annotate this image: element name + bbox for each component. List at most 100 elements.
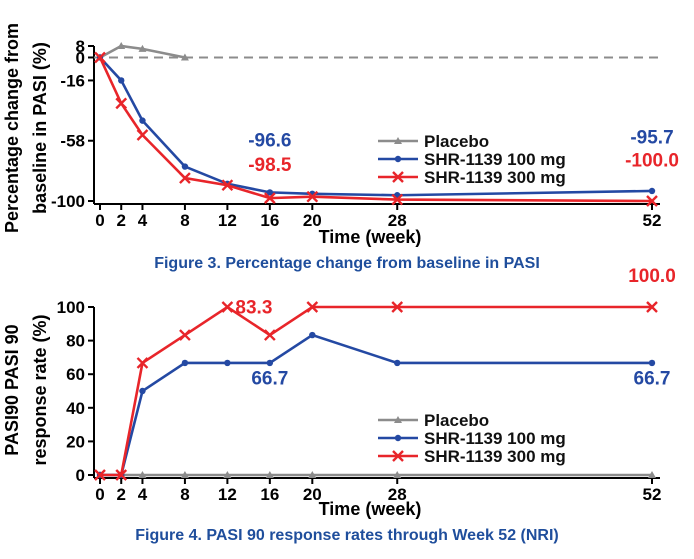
data-point-shr300 bbox=[646, 195, 658, 207]
x-tick-label: 12 bbox=[218, 211, 237, 230]
y-axis-label: PASI90 PASI 90 response rate (%) bbox=[2, 314, 50, 465]
legend-marker-placebo bbox=[394, 137, 402, 144]
legend-label-shr300: SHR-1139 300 mg bbox=[424, 447, 566, 466]
data-point-shr300 bbox=[179, 172, 191, 184]
data-point-placebo bbox=[117, 42, 126, 49]
y-tick-label: 100 bbox=[57, 298, 85, 317]
legend-label-placebo: Placebo bbox=[424, 411, 489, 430]
x-tick-label: 16 bbox=[260, 485, 279, 504]
data-point-shr300 bbox=[179, 329, 191, 341]
x-tick-label: 8 bbox=[180, 211, 189, 230]
data-point-shr300 bbox=[306, 301, 319, 313]
x-tick-label: 8 bbox=[180, 485, 189, 504]
x-tick-label: 28 bbox=[388, 211, 407, 230]
data-point-shr300 bbox=[136, 357, 149, 369]
data-point-shr100 bbox=[139, 117, 146, 124]
data-point-shr100 bbox=[648, 187, 656, 195]
x-axis-label: Time (week) bbox=[319, 499, 422, 519]
y-tick-label: -16 bbox=[60, 71, 85, 90]
data-point-placebo bbox=[265, 471, 274, 478]
x-tick-label: 2 bbox=[116, 485, 125, 504]
data-point-placebo bbox=[180, 471, 189, 478]
x-axis-label: Time (week) bbox=[319, 227, 422, 247]
y-tick-label: -100 bbox=[51, 192, 85, 211]
y-tick-label: 20 bbox=[66, 432, 85, 451]
x-tick-label: 0 bbox=[95, 211, 104, 230]
series-shr300 bbox=[94, 51, 658, 207]
y-tick-label: 40 bbox=[66, 399, 85, 418]
data-point-shr300 bbox=[263, 192, 276, 204]
data-point-shr300 bbox=[94, 51, 106, 64]
x-tick-label: 28 bbox=[388, 485, 407, 504]
legend-label-shr100: SHR-1139 100 mg bbox=[424, 429, 566, 448]
x-tick-label: 20 bbox=[303, 211, 322, 230]
data-label: -98.5 bbox=[248, 155, 292, 176]
series-shr100 bbox=[96, 331, 656, 479]
data-point-placebo bbox=[308, 471, 317, 478]
data-point-placebo bbox=[138, 471, 147, 478]
series-line-placebo bbox=[99, 44, 186, 59]
x-tick-label: 52 bbox=[643, 211, 662, 230]
data-point-shr100 bbox=[139, 387, 146, 395]
data-label: 83.3 bbox=[235, 298, 272, 319]
legend-marker-placebo bbox=[394, 416, 402, 423]
data-point-shr100 bbox=[118, 77, 125, 84]
x-tick-label: 4 bbox=[138, 485, 148, 504]
data-point-shr100 bbox=[309, 331, 316, 339]
data-point-shr100 bbox=[266, 359, 274, 367]
series-line-shr100 bbox=[100, 333, 652, 477]
legend-marker-shr300 bbox=[392, 171, 404, 183]
legend-marker-shr100 bbox=[394, 434, 402, 442]
data-label: -95.7 bbox=[630, 128, 673, 149]
legend-label-shr100: SHR-1139 100 mg bbox=[424, 150, 566, 169]
y-tick-label: 80 bbox=[66, 332, 85, 351]
data-label: 66.7 bbox=[251, 368, 288, 389]
data-label: -96.6 bbox=[248, 130, 291, 151]
x-tick-label: 52 bbox=[643, 485, 662, 504]
data-point-shr300 bbox=[221, 179, 234, 192]
data-point-shr300 bbox=[94, 469, 106, 481]
data-point-shr100 bbox=[181, 359, 189, 367]
y-axis-label: Percentage change from baseline in PASI (… bbox=[2, 23, 50, 233]
data-point-shr100 bbox=[266, 189, 274, 196]
data-point-shr300 bbox=[391, 301, 404, 313]
data-point-shr300 bbox=[115, 97, 128, 110]
data-point-shr100 bbox=[224, 359, 231, 367]
data-point-shr300 bbox=[221, 301, 234, 313]
data-point-shr100 bbox=[181, 163, 189, 170]
x-tick-label: 2 bbox=[116, 211, 125, 230]
data-point-shr100 bbox=[648, 359, 656, 367]
x-tick-label: 0 bbox=[95, 485, 104, 504]
data-point-shr300 bbox=[391, 193, 404, 206]
data-point-shr300 bbox=[136, 129, 149, 141]
data-label: 66.7 bbox=[634, 368, 671, 389]
series-shr300 bbox=[94, 301, 658, 481]
series-shr100 bbox=[96, 54, 656, 199]
data-point-shr300 bbox=[115, 469, 128, 481]
data-point-placebo bbox=[393, 471, 402, 478]
data-point-placebo bbox=[138, 44, 147, 52]
data-label: -100.0 bbox=[625, 151, 679, 172]
data-point-placebo bbox=[648, 471, 656, 478]
figure-caption: Figure 3. Percentage change from baselin… bbox=[154, 255, 540, 272]
data-point-shr300 bbox=[306, 190, 319, 203]
legend-label-placebo: Placebo bbox=[424, 132, 489, 151]
data-point-shr100 bbox=[394, 359, 401, 367]
x-tick-label: 12 bbox=[218, 485, 237, 504]
y-tick-label: -58 bbox=[60, 132, 85, 151]
data-label: 100.0 bbox=[628, 266, 676, 287]
legend-marker-shr100 bbox=[394, 155, 402, 163]
x-tick-label: 16 bbox=[260, 211, 279, 230]
series-placebo bbox=[96, 471, 656, 478]
y-tick-label: 0 bbox=[76, 466, 85, 485]
data-point-shr300 bbox=[646, 301, 658, 313]
y-tick-label: 60 bbox=[66, 365, 85, 384]
figure-caption: Figure 4. PASI 90 response rates through… bbox=[135, 527, 559, 544]
y-tick-label: 8 bbox=[76, 37, 85, 56]
data-point-placebo bbox=[223, 471, 232, 478]
